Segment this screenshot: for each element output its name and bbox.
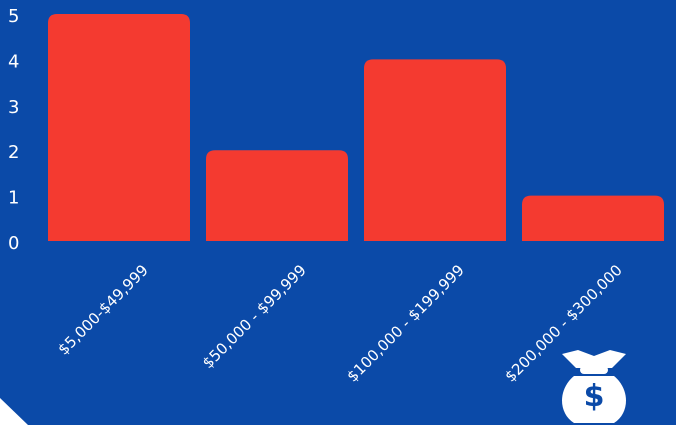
x-category-label-1: $50,000 - $99,999 xyxy=(199,261,310,372)
bar-2 xyxy=(364,59,506,242)
y-tick-label-3: 3 xyxy=(8,97,19,118)
money-bag-icon: $ xyxy=(562,350,626,423)
y-tick-label-5: 5 xyxy=(8,6,19,27)
x-category-label-2: $100,000 - $199,999 xyxy=(343,261,468,386)
bar-1 xyxy=(206,150,348,241)
y-tick-label-0: 0 xyxy=(8,233,19,254)
bar-0 xyxy=(48,14,190,241)
bar-3 xyxy=(522,195,664,241)
x-category-label-0: $5,000-$49,999 xyxy=(54,261,152,359)
y-tick-label-4: 4 xyxy=(8,51,19,72)
y-tick-label-2: 2 xyxy=(8,142,19,163)
svg-text:$: $ xyxy=(584,379,605,414)
y-tick-label-1: 1 xyxy=(8,188,19,209)
